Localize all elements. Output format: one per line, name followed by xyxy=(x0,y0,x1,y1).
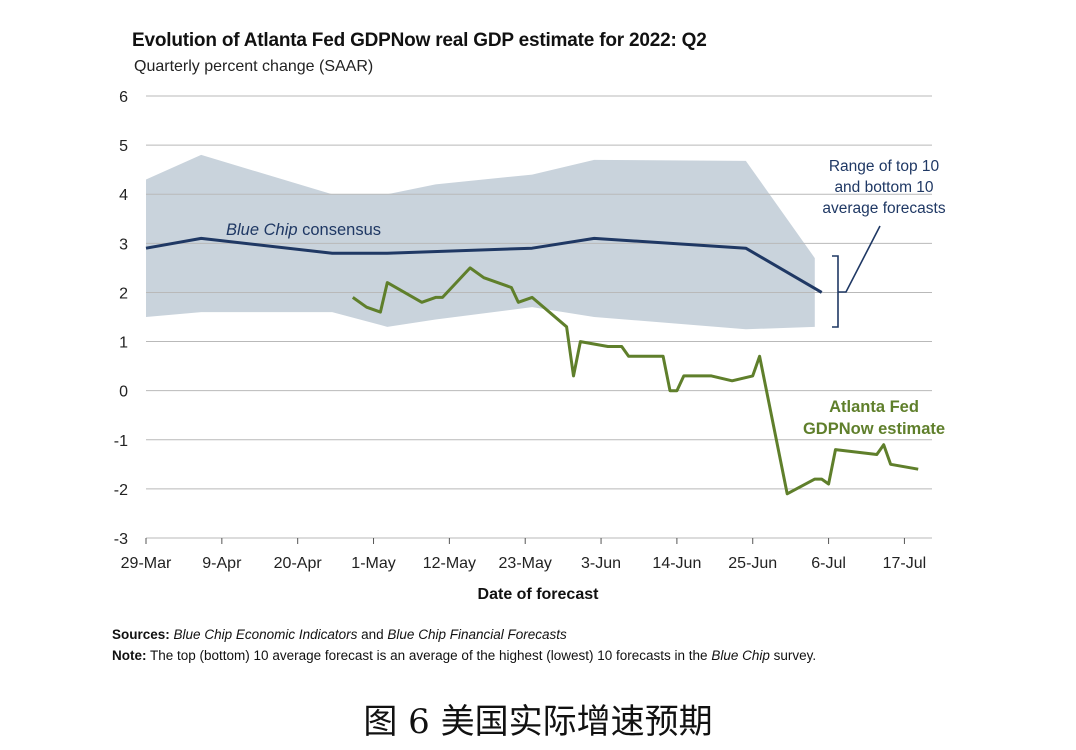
gdpnow-label-line-1: Atlanta Fed xyxy=(829,398,919,416)
y-tick-label: 3 xyxy=(119,236,128,253)
range-bracket xyxy=(832,225,881,328)
x-tick-label: 6-Jul xyxy=(811,555,846,572)
x-axis-title: Date of forecast xyxy=(478,586,600,603)
y-tick-label: -1 xyxy=(114,433,128,450)
range-label-line-2: and bottom 10 xyxy=(834,179,933,196)
x-tick-label: 14-Jun xyxy=(652,555,701,572)
y-tick-label: 6 xyxy=(119,89,128,106)
y-axis-ticks: 6 5 4 3 2 1 0 -1 -2 -3 xyxy=(114,89,128,548)
x-tick-label: 3-Jun xyxy=(581,555,621,572)
x-tick-label: 1-May xyxy=(351,555,395,572)
sources-line: Sources: Blue Chip Economic Indicators a… xyxy=(112,627,567,642)
source-notes: Sources: Blue Chip Economic Indicators a… xyxy=(112,624,816,666)
y-tick-label: -2 xyxy=(114,482,128,499)
gdpnow-estimate-line xyxy=(351,266,919,496)
y-tick-label: 4 xyxy=(119,187,128,204)
x-tick-label: 17-Jul xyxy=(883,555,927,572)
x-tick-label: 12-May xyxy=(423,555,476,572)
x-tick-label: 9-Apr xyxy=(202,555,242,572)
y-tick-label: 1 xyxy=(119,335,128,352)
x-axis-ticks: 29-Mar 9-Apr 20-Apr 1-May 12-May 23-May 3-Jun 1… xyxy=(121,538,927,572)
series-layer xyxy=(145,236,919,496)
gridlines xyxy=(146,95,932,539)
chart: 6 5 4 3 2 1 0 -1 -2 -3 29-Mar 9-Apr 20-Apr 1-May 12-M… xyxy=(114,89,946,603)
bluechip-series-label: Blue Chip consensus xyxy=(226,221,381,239)
bluechip-label-rest: consensus xyxy=(298,221,381,239)
bluechip-label-italic: Blue Chip xyxy=(226,221,298,239)
chart-subtitle: Quarterly percent change (SAAR) xyxy=(134,58,374,75)
bluechip-consensus-line xyxy=(145,236,823,294)
range-band xyxy=(146,154,815,330)
y-tick-label: 5 xyxy=(119,138,128,155)
x-tick-label: 29-Mar xyxy=(121,555,172,572)
figure-caption: 图 6 美国实际增速预期 xyxy=(363,702,713,742)
annotations: Range of top 10 and bottom 10 average fo… xyxy=(226,158,946,438)
range-label-line-3: average forecasts xyxy=(822,200,945,217)
x-tick-label: 20-Apr xyxy=(274,555,323,572)
y-tick-label: -3 xyxy=(114,531,128,548)
x-tick-label: 23-May xyxy=(499,555,552,572)
x-tick-label: 25-Jun xyxy=(728,555,777,572)
y-tick-label: 0 xyxy=(119,384,128,401)
gdpnow-label-line-2: GDPNow estimate xyxy=(803,420,945,438)
range-label-line-1: Range of top 10 xyxy=(829,158,940,175)
chart-title: Evolution of Atlanta Fed GDPNow real GDP… xyxy=(132,30,707,51)
note-line: Note: The top (bottom) 10 average foreca… xyxy=(112,648,817,663)
range-band-layer xyxy=(146,154,815,330)
y-tick-label: 2 xyxy=(119,285,128,302)
